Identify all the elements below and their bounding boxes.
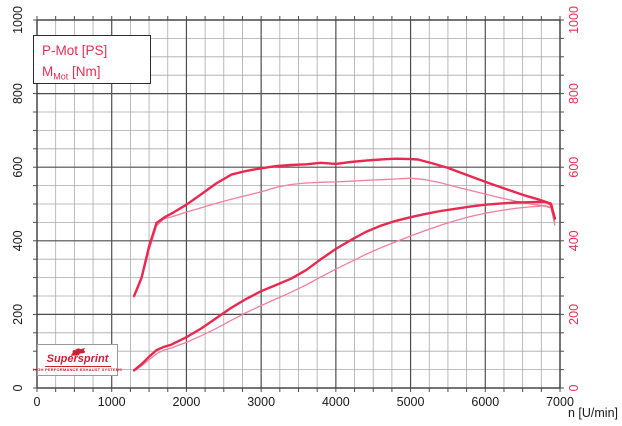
chart-legend: P-Mot [PS] MMot [Nm] bbox=[33, 35, 151, 84]
legend-power-label: P-Mot [PS] bbox=[42, 40, 150, 61]
left-axis-tick-label: 1000 bbox=[11, 6, 25, 34]
right-axis-tick-label: 1000 bbox=[567, 6, 581, 34]
supersprint-logo: Supersprint HIGH PERFORMANCE EXHAUST SYS… bbox=[33, 344, 122, 376]
bottom-axis-tick-label: 1000 bbox=[98, 395, 126, 409]
axis-labels: 0 200 400 600 800 1000 0 200 400 600 800 1000 0 1000 2… bbox=[11, 6, 618, 420]
right-axis-tick-label: 400 bbox=[567, 230, 581, 251]
left-axis-tick-label: 200 bbox=[11, 304, 25, 325]
bottom-axis-tick-label: 7000 bbox=[546, 395, 574, 409]
right-axis-tick-label: 200 bbox=[567, 304, 581, 325]
logo-tagline: HIGH PERFORMANCE EXHAUST SYSTEMS bbox=[32, 367, 123, 373]
legend-torque-unit: [Nm] bbox=[68, 64, 101, 79]
bottom-axis-tick-label: 5000 bbox=[397, 395, 425, 409]
left-axis-tick-label: 800 bbox=[11, 83, 25, 104]
bottom-axis-tick-label: 3000 bbox=[247, 395, 275, 409]
grid-minor bbox=[37, 20, 560, 388]
x-axis-unit-label: n [U/min] bbox=[568, 406, 618, 420]
left-axis-tick-label: 400 bbox=[11, 230, 25, 251]
legend-torque-base: M bbox=[42, 64, 54, 79]
bottom-axis-tick-label: 0 bbox=[34, 395, 41, 409]
logo-brand-text: Supersprint bbox=[46, 352, 109, 365]
curve-torque-run2 bbox=[133, 177, 556, 298]
horse-icon bbox=[70, 347, 85, 356]
right-axis-tick-label: 800 bbox=[567, 83, 581, 104]
curve-torque-run1 bbox=[132, 157, 556, 298]
legend-power-text: P-Mot [PS] bbox=[42, 43, 108, 58]
left-axis-tick-label: 600 bbox=[11, 157, 25, 178]
logo-rule bbox=[44, 365, 111, 367]
right-axis-tick-label: 0 bbox=[567, 384, 581, 391]
bottom-axis-tick-label: 4000 bbox=[322, 395, 350, 409]
right-axis-tick-label: 600 bbox=[567, 157, 581, 178]
legend-torque-sub: Mot bbox=[53, 71, 69, 82]
legend-torque-label: MMot [Nm] bbox=[42, 61, 150, 88]
curves bbox=[132, 157, 556, 372]
bottom-axis-tick-label: 6000 bbox=[471, 395, 499, 409]
curve-power-run1 bbox=[132, 200, 556, 372]
curve-power-run2 bbox=[133, 205, 556, 372]
left-axis-tick-label: 0 bbox=[11, 384, 25, 391]
bottom-axis-tick-label: 2000 bbox=[173, 395, 201, 409]
